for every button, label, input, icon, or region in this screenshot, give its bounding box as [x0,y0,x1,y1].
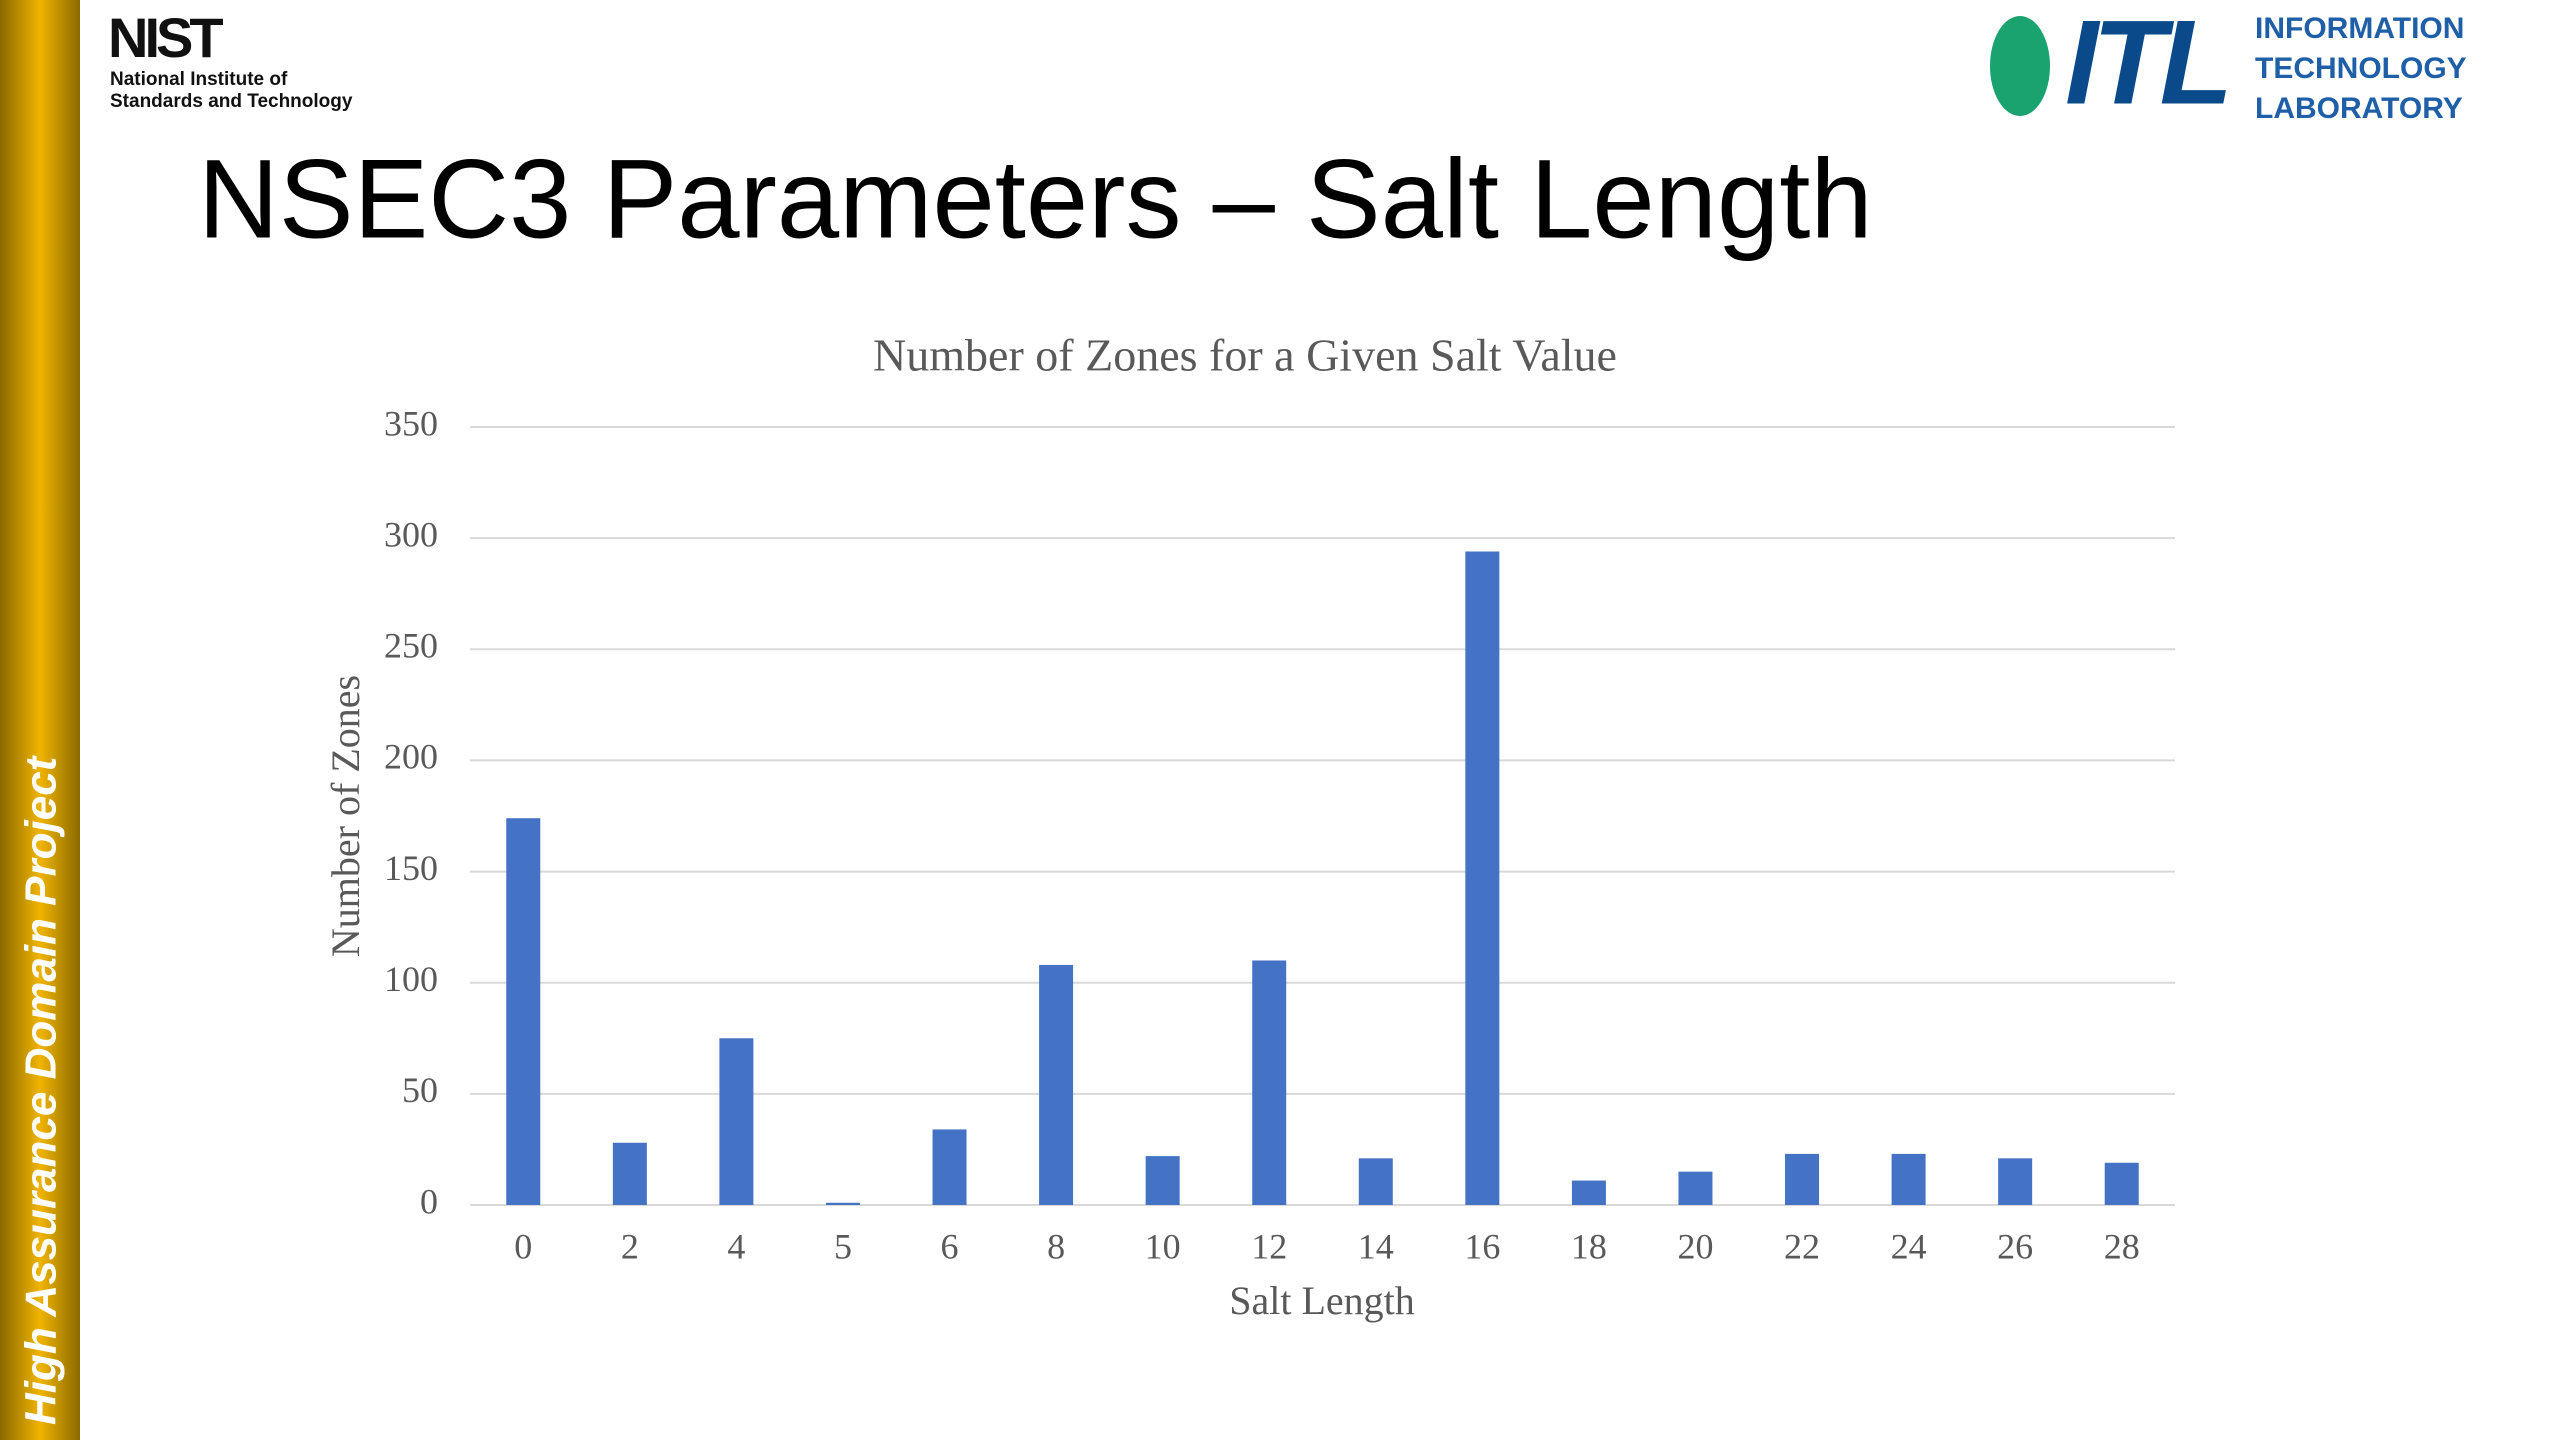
x-tick-label: 24 [1891,1226,1927,1266]
x-tick-label: 26 [1997,1226,2033,1266]
y-tick-label: 200 [384,737,438,777]
y-tick-label: 50 [402,1070,438,1110]
x-tick-label: 12 [1251,1226,1287,1266]
nist-line: Standards and Technology [110,91,353,112]
y-tick-label: 250 [384,626,438,666]
x-tick-label: 0 [514,1226,532,1266]
bar [1678,1171,1713,1205]
x-tick-label: 2 [621,1226,639,1266]
y-tick-label: 350 [384,403,438,443]
itl-mark: ITL [2065,0,2227,130]
bar [612,1142,647,1205]
x-tick-label: 6 [941,1226,959,1266]
sidebar [0,0,80,1440]
itl-line: TECHNOLOGY [2255,52,2467,85]
chart-title: Number of Zones for a Given Salt Value [873,330,1617,381]
x-tick-label: 18 [1571,1226,1607,1266]
bar [1358,1158,1393,1205]
x-tick-label: 28 [2104,1226,2140,1266]
bar [1252,960,1287,1205]
x-axis-title: Salt Length [1229,1278,1415,1323]
nist-logo: NIST [108,6,223,69]
bar [1785,1153,1820,1205]
x-tick-label: 20 [1677,1226,1713,1266]
y-tick-label: 0 [420,1181,438,1221]
bar [1465,551,1500,1205]
x-tick-label: 22 [1784,1226,1820,1266]
itl-line: LABORATORY [2255,92,2463,125]
x-tick-label: 14 [1358,1226,1394,1266]
x-tick-label: 10 [1145,1226,1181,1266]
x-tick-label: 5 [834,1226,852,1266]
bar [1145,1156,1180,1205]
itl-globe [1990,16,2050,116]
bar [1039,964,1074,1205]
x-tick-label: 8 [1047,1226,1065,1266]
y-tick-label: 100 [384,959,438,999]
nist-line: National Institute of [110,69,288,90]
y-tick-label: 300 [384,514,438,554]
bar [825,1202,860,1205]
sidebar-text: High Assurance Domain Project [17,754,66,1425]
bar [1998,1158,2033,1205]
bar [1571,1180,1606,1205]
y-tick-label: 150 [384,848,438,888]
x-tick-label: 4 [727,1226,745,1266]
bar [932,1129,967,1205]
slide-title: NSEC3 Parameters – Salt Length [198,137,1873,262]
bar [1891,1153,1926,1205]
itl-line: INFORMATION [2255,12,2464,45]
x-tick-label: 16 [1464,1226,1500,1266]
bar [2104,1162,2139,1205]
y-axis-title: Number of Zones [323,675,368,957]
bar [506,818,541,1205]
bar [719,1038,754,1205]
